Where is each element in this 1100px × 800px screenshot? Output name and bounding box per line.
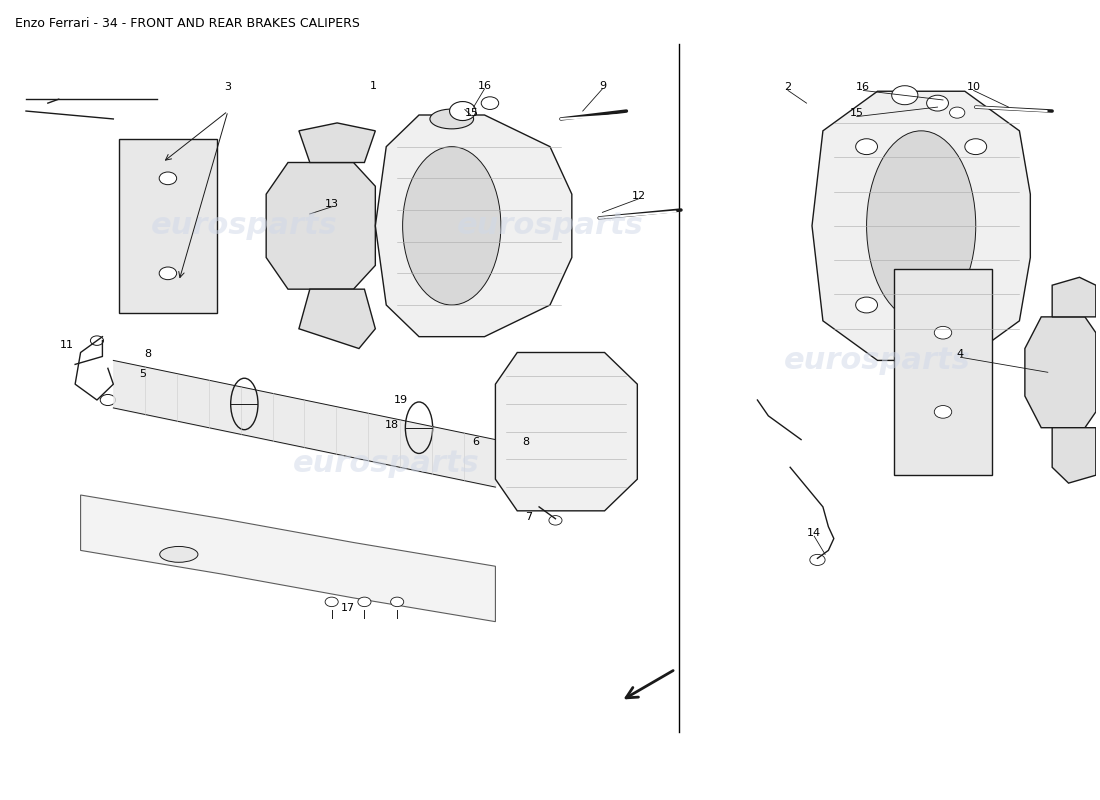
Circle shape [949,107,965,118]
Text: 8: 8 [145,349,152,359]
Text: 8: 8 [522,437,529,447]
Text: 18: 18 [385,420,399,430]
Ellipse shape [160,546,198,562]
Circle shape [450,102,476,121]
Circle shape [934,406,952,418]
Text: 9: 9 [598,81,606,90]
Text: 13: 13 [324,198,339,209]
Text: 15: 15 [464,108,478,118]
Ellipse shape [867,131,976,321]
Circle shape [160,267,177,280]
Polygon shape [1025,317,1096,428]
Polygon shape [119,138,217,313]
Circle shape [100,394,116,406]
Text: 16: 16 [856,82,870,92]
Ellipse shape [430,109,474,129]
Polygon shape [299,123,375,162]
Circle shape [926,95,948,111]
Polygon shape [299,289,375,349]
Polygon shape [495,353,637,511]
Circle shape [892,86,917,105]
Text: eurosparts: eurosparts [293,449,480,478]
Text: 15: 15 [850,109,864,118]
Text: 11: 11 [59,339,74,350]
Text: 4: 4 [957,349,964,359]
Polygon shape [1053,278,1096,317]
Polygon shape [812,91,1031,361]
Text: 16: 16 [477,81,492,90]
Circle shape [358,597,371,606]
Polygon shape [1053,428,1096,483]
Text: 6: 6 [472,437,480,447]
Text: 19: 19 [394,395,407,405]
Polygon shape [375,115,572,337]
Circle shape [326,597,338,606]
Circle shape [90,336,103,346]
Text: 5: 5 [140,369,146,379]
Text: eurosparts: eurosparts [151,211,338,240]
Ellipse shape [403,146,500,305]
Text: eurosparts: eurosparts [784,346,971,375]
Circle shape [481,97,498,110]
Text: 12: 12 [631,190,646,201]
Text: 3: 3 [224,82,231,92]
Text: 7: 7 [525,512,531,522]
Polygon shape [894,270,992,475]
Text: 17: 17 [341,603,355,614]
Circle shape [856,138,878,154]
Circle shape [965,138,987,154]
Text: 2: 2 [784,82,792,92]
Circle shape [390,597,404,606]
Circle shape [934,326,952,339]
Polygon shape [80,495,495,622]
Polygon shape [266,162,375,289]
Circle shape [160,172,177,185]
Text: 10: 10 [967,82,980,92]
Circle shape [856,297,878,313]
Text: eurosparts: eurosparts [456,211,644,240]
Circle shape [549,515,562,525]
Circle shape [810,554,825,566]
Text: 14: 14 [807,528,822,538]
Text: Enzo Ferrari - 34 - FRONT AND REAR BRAKES CALIPERS: Enzo Ferrari - 34 - FRONT AND REAR BRAKE… [15,18,360,30]
Text: 1: 1 [370,81,376,90]
Circle shape [965,297,987,313]
